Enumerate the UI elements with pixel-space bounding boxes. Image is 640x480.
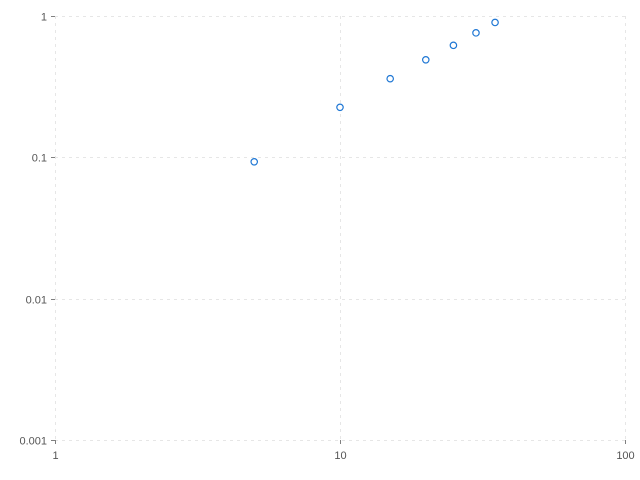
- y-tick-label: 0.01: [26, 295, 47, 307]
- data-points: [250, 18, 499, 166]
- x-tick-label: 100: [616, 450, 634, 462]
- axis-ticks: 1 10 100 0.001 0.01 0.1 1: [19, 12, 634, 463]
- y-tick-label: 1: [41, 12, 47, 24]
- x-tick-label: 1: [52, 450, 58, 462]
- data-point: [472, 29, 480, 37]
- data-point: [421, 55, 430, 64]
- x-tick-label: 10: [334, 450, 346, 462]
- data-point: [250, 157, 259, 166]
- data-point: [386, 74, 394, 83]
- data-point: [449, 41, 458, 50]
- y-tick-label: 0.001: [19, 436, 47, 448]
- grid: [55, 16, 626, 441]
- data-point: [336, 103, 344, 112]
- data-point: [491, 18, 499, 27]
- y-tick-label: 0.1: [32, 153, 47, 165]
